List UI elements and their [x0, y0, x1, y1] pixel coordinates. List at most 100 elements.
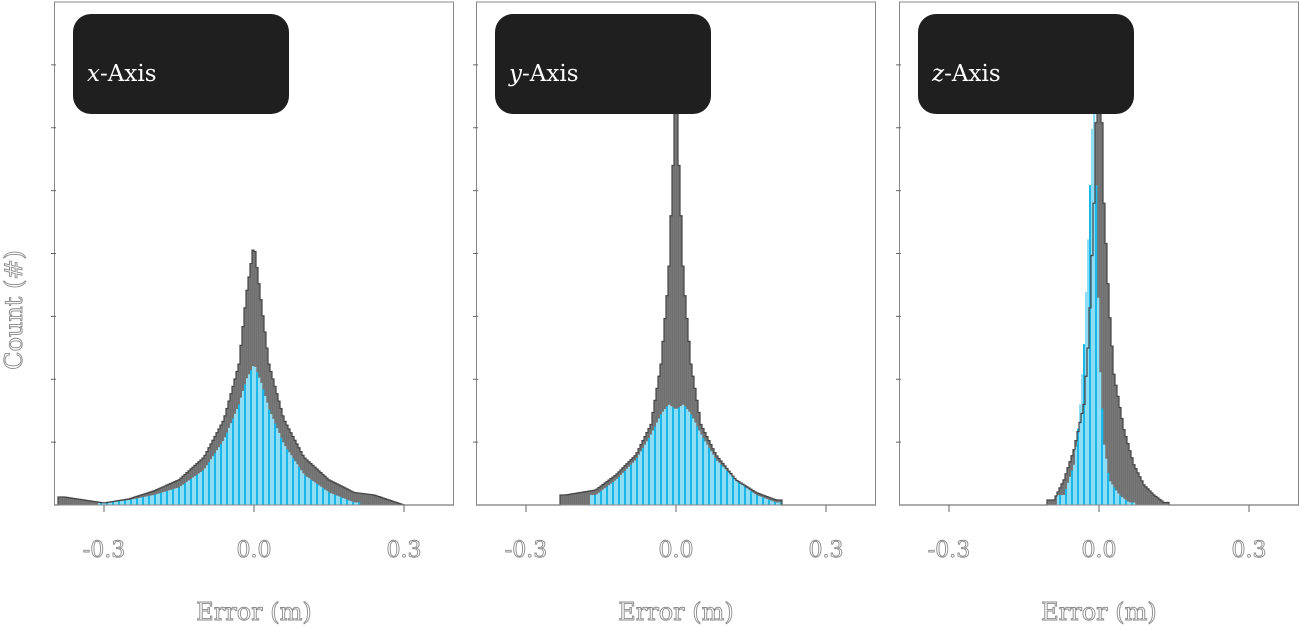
- blue-bar: [1099, 372, 1102, 505]
- blue-bar: [278, 432, 281, 505]
- blue-bar: [624, 470, 627, 505]
- blue-bar: [640, 451, 643, 505]
- gray-bar: [74, 498, 77, 505]
- blue-bar: [594, 494, 597, 505]
- blue-bar: [106, 502, 109, 505]
- blue-bar: [308, 478, 311, 505]
- blue-bar: [310, 479, 313, 505]
- blue-bar: [630, 464, 633, 505]
- gray-bar: [372, 494, 375, 505]
- blue-bar: [154, 494, 157, 505]
- blue-bar: [1121, 497, 1124, 505]
- gray-bar: [66, 497, 69, 505]
- legend-label: x-Axis: [87, 61, 157, 87]
- blue-bar: [1075, 446, 1078, 505]
- blue-bar: [668, 404, 671, 505]
- gray-bar: [1049, 499, 1052, 505]
- blue-bar: [250, 370, 253, 505]
- blue-bar: [180, 485, 183, 505]
- blue-bar: [694, 422, 697, 505]
- blue-bar: [246, 378, 249, 505]
- gray-bar: [584, 491, 587, 505]
- blue-bar: [340, 497, 343, 505]
- blue-bar: [174, 488, 177, 505]
- blue-bar: [162, 492, 165, 505]
- blue-bar: [188, 480, 191, 505]
- blue-bar: [186, 481, 189, 505]
- gray-bar: [666, 295, 669, 505]
- gray-bar: [586, 491, 589, 505]
- gray-bar: [580, 492, 583, 505]
- blue-bar: [204, 468, 207, 505]
- blue-bar: [318, 485, 321, 505]
- blue-series: [98, 366, 361, 505]
- blue-bar: [132, 499, 135, 505]
- blue-bar: [748, 489, 751, 505]
- gray-bar: [358, 493, 361, 505]
- blue-bar: [642, 447, 645, 505]
- blue-bar: [600, 491, 603, 505]
- gray-bar: [1127, 443, 1130, 505]
- blue-bar: [164, 491, 167, 505]
- blue-bar: [750, 491, 753, 505]
- gray-bar: [672, 165, 675, 505]
- blue-bar: [276, 428, 279, 505]
- plot-svg: [473, 1, 876, 512]
- blue-bar: [608, 485, 611, 505]
- legend-axis-suffix: -Axis: [522, 61, 579, 87]
- gray-bar: [676, 62, 679, 506]
- blue-bar: [296, 464, 299, 505]
- gray-bar: [352, 491, 355, 505]
- blue-bar: [190, 478, 193, 505]
- blue-bar: [254, 366, 257, 505]
- gray-bar: [84, 500, 87, 505]
- blue-bar: [1081, 374, 1084, 505]
- blue-bar: [1127, 501, 1130, 505]
- blue-bar: [728, 472, 731, 505]
- blue-bar: [286, 449, 289, 505]
- blue-bar: [1119, 495, 1122, 505]
- gray-bar: [354, 492, 357, 505]
- gray-bar: [380, 497, 383, 505]
- blue-bar: [210, 459, 213, 505]
- blue-bar: [1115, 490, 1118, 505]
- blue-bar: [666, 406, 669, 505]
- blue-bar: [762, 497, 765, 505]
- blue-bar: [650, 434, 653, 505]
- blue-bar: [314, 482, 317, 505]
- blue-bar: [228, 427, 231, 505]
- gray-bar: [572, 493, 575, 505]
- blue-bar: [634, 460, 637, 505]
- blue-bar: [240, 397, 243, 505]
- gray-bar: [88, 500, 91, 505]
- gray-bar: [1051, 499, 1054, 505]
- blue-bar: [222, 441, 225, 505]
- gray-bar: [384, 498, 387, 505]
- blue-bar: [1093, 72, 1096, 506]
- blue-bar: [698, 430, 701, 505]
- blue-bar: [680, 406, 683, 505]
- blue-bar: [638, 454, 641, 505]
- gray-bar: [680, 215, 683, 505]
- blue-bar: [280, 437, 283, 505]
- blue-bar: [226, 432, 229, 505]
- blue-bar: [772, 501, 775, 505]
- blue-bar: [114, 501, 117, 505]
- gray-bar: [364, 493, 367, 505]
- blue-bar: [764, 498, 767, 505]
- blue-bar: [632, 462, 635, 505]
- x-axis-label: Error (m): [618, 598, 734, 627]
- blue-bar: [176, 487, 179, 505]
- gray-bar: [1141, 480, 1144, 505]
- blue-bar: [644, 444, 647, 505]
- gray-bar: [1159, 499, 1162, 505]
- blue-bar: [338, 496, 341, 505]
- blue-bar: [98, 502, 101, 505]
- legend-label: z-Axis: [932, 61, 1001, 87]
- blue-bar: [342, 498, 345, 505]
- blue-bar: [1085, 291, 1088, 505]
- blue-bar: [326, 491, 329, 505]
- blue-bar: [146, 496, 149, 505]
- blue-bar: [654, 426, 657, 505]
